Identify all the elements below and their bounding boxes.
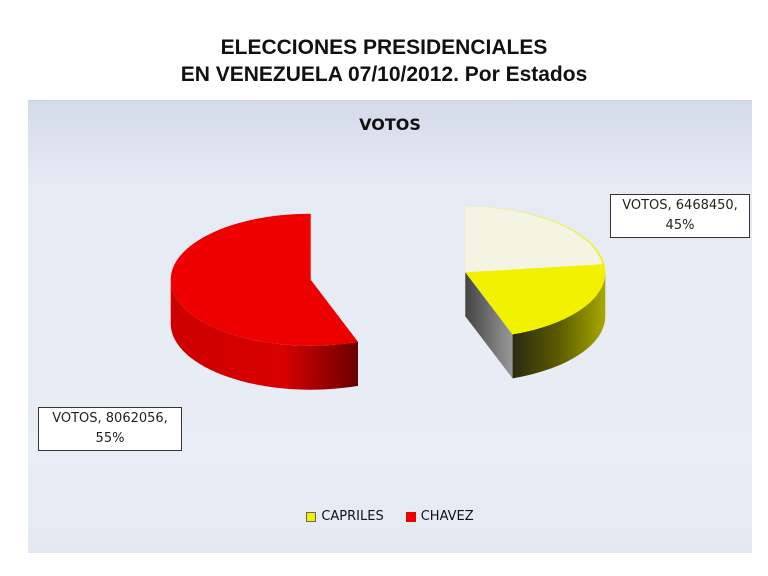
slide-title: ELECCIONES PRESIDENCIALES EN VENEZUELA 0… [0,34,768,88]
data-label-chavez: VOTOS, 8062056, 55% [38,407,182,451]
data-label-capriles-line2: 45% [665,218,695,233]
legend-label-capriles: CAPRILES [321,509,384,524]
chart-area: VOTOS VOTOS, 6468450, 45% VOTOS, 8062056… [28,100,752,553]
data-label-chavez-line1: VOTOS, 8062056, [52,411,168,426]
legend-swatch-chavez [405,511,416,522]
legend-item-capriles: CAPRILES [306,509,384,524]
chart-title: VOTOS [359,115,421,134]
pie-slice-capriles-highlight [465,206,603,273]
legend-item-chavez: CHAVEZ [405,509,474,524]
legend-swatch-capriles [306,511,317,522]
pie-slice-capriles-side [512,272,606,379]
slide-title-line2: EN VENEZUELA 07/10/2012. Por Estados [180,63,588,86]
pie-chart [170,206,606,390]
legend: CAPRILES CHAVEZ [28,509,752,524]
pie-slice-chavez-side [170,279,358,390]
slide-title-line1: ELECCIONES PRESIDENCIALES [220,36,548,59]
legend-label-chavez: CHAVEZ [420,509,474,524]
data-label-capriles-line1: VOTOS, 6468450, [622,198,738,213]
data-label-chavez-line2: 55% [95,431,125,446]
pie-slice-chavez [170,213,358,346]
pie-slice-capriles-cut [465,272,513,379]
data-label-capriles: VOTOS, 6468450, 45% [610,194,750,238]
